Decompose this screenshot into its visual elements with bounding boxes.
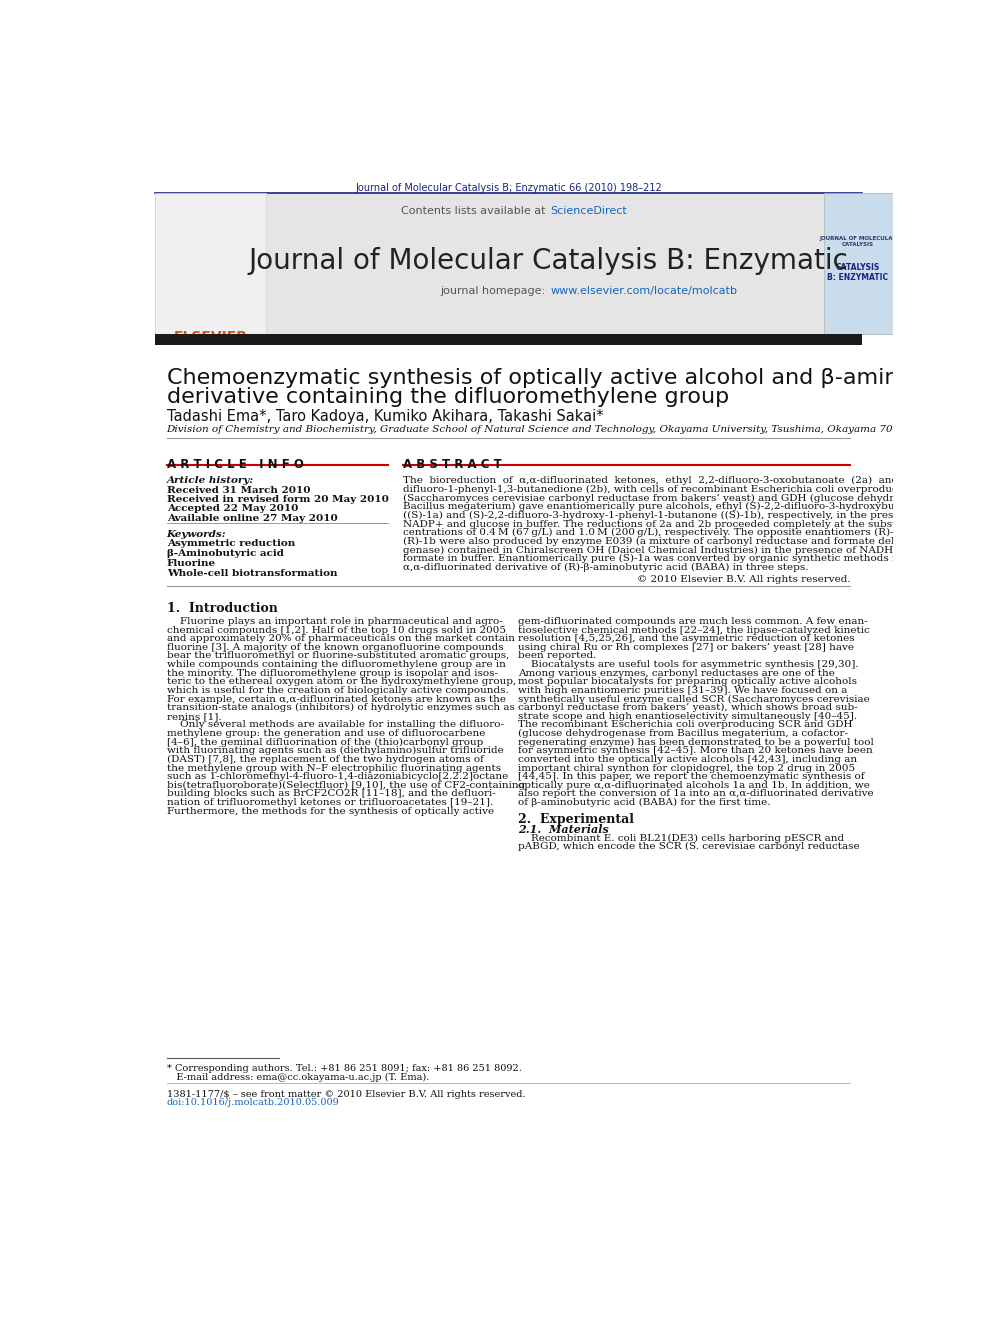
Text: NADP+ and glucose in buffer. The reductions of 2a and 2b proceeded completely at: NADP+ and glucose in buffer. The reducti… <box>403 520 943 528</box>
Text: with high enantiomeric purities [31–39]. We have focused on a: with high enantiomeric purities [31–39].… <box>518 685 847 695</box>
Text: while compounds containing the difluoromethylene group are in: while compounds containing the difluorom… <box>167 660 506 669</box>
Text: fluorine [3]. A majority of the known organofluorine compounds: fluorine [3]. A majority of the known or… <box>167 643 503 652</box>
Text: for asymmetric synthesis [42–45]. More than 20 ketones have been: for asymmetric synthesis [42–45]. More t… <box>518 746 872 755</box>
Text: synthetically useful enzyme called SCR (Saccharomyces cerevisiae: synthetically useful enzyme called SCR (… <box>518 695 869 704</box>
Text: (DAST) [7,8], the replacement of the two hydrogen atoms of: (DAST) [7,8], the replacement of the two… <box>167 755 483 763</box>
Text: resolution [4,5,25,26], and the asymmetric reduction of ketones: resolution [4,5,25,26], and the asymmetr… <box>518 634 854 643</box>
Text: regenerating enzyme) has been demonstrated to be a powerful tool: regenerating enzyme) has been demonstrat… <box>518 738 874 746</box>
Text: Accepted 22 May 2010: Accepted 22 May 2010 <box>167 504 298 513</box>
FancyBboxPatch shape <box>155 193 266 335</box>
FancyBboxPatch shape <box>155 335 862 345</box>
Text: 1.  Introduction: 1. Introduction <box>167 602 278 615</box>
Text: Fluorine: Fluorine <box>167 560 215 568</box>
Text: The recombinant Escherichia coli overproducing SCR and GDH: The recombinant Escherichia coli overpro… <box>518 721 852 729</box>
Text: renins [1].: renins [1]. <box>167 712 221 721</box>
Text: Journal of Molecular Catalysis B: Enzymatic: Journal of Molecular Catalysis B: Enzyma… <box>249 247 848 275</box>
Text: strate scope and high enantioselectivity simultaneously [40–45].: strate scope and high enantioselectivity… <box>518 712 857 721</box>
Text: optically pure α,α-difluorinated alcohols 1a and 1b. In addition, we: optically pure α,α-difluorinated alcohol… <box>518 781 870 790</box>
Text: A B S T R A C T: A B S T R A C T <box>403 458 502 471</box>
Text: teric to the ethereal oxygen atom or the hydroxymethylene group,: teric to the ethereal oxygen atom or the… <box>167 677 516 687</box>
Text: Received in revised form 20 May 2010: Received in revised form 20 May 2010 <box>167 495 389 504</box>
FancyBboxPatch shape <box>268 193 823 335</box>
Text: the methylene group with N–F electrophilic fluorinating agents: the methylene group with N–F electrophil… <box>167 763 501 773</box>
Text: ((S)-1a) and (S)-2,2-difluoro-3-hydroxy-1-phenyl-1-butanone ((S)-1b), respective: ((S)-1a) and (S)-2,2-difluoro-3-hydroxy-… <box>403 511 931 520</box>
Text: Contents lists available at: Contents lists available at <box>401 206 549 217</box>
Text: For example, certain α,α-difluorinated ketones are known as the: For example, certain α,α-difluorinated k… <box>167 695 506 704</box>
Text: also report the conversion of 1a into an α,α-difluorinated derivative: also report the conversion of 1a into an… <box>518 790 873 798</box>
Text: Only several methods are available for installing the difluoro-: Only several methods are available for i… <box>167 721 504 729</box>
Text: building blocks such as BrCF2CO2R [11–18], and the defluori-: building blocks such as BrCF2CO2R [11–18… <box>167 790 495 798</box>
Text: converted into the optically active alcohols [42,43], including an: converted into the optically active alco… <box>518 755 857 763</box>
Text: (Saccharomyces cerevisiae carbonyl reductase from bakers’ yeast) and GDH (glucos: (Saccharomyces cerevisiae carbonyl reduc… <box>403 493 965 503</box>
Text: Division of Chemistry and Biochemistry, Graduate School of Natural Science and T: Division of Chemistry and Biochemistry, … <box>167 425 966 434</box>
Text: Received 31 March 2010: Received 31 March 2010 <box>167 486 310 495</box>
Text: chemical compounds [1,2]. Half of the top 10 drugs sold in 2005: chemical compounds [1,2]. Half of the to… <box>167 626 506 635</box>
Text: Keywords:: Keywords: <box>167 531 226 538</box>
Text: formate in buffer. Enantiomerically pure (S)-1a was converted by organic synthet: formate in buffer. Enantiomerically pure… <box>403 554 929 564</box>
Text: and approximately 20% of pharmaceuticals on the market contain: and approximately 20% of pharmaceuticals… <box>167 634 515 643</box>
Text: carbonyl reductase from bakers’ yeast), which shows broad sub-: carbonyl reductase from bakers’ yeast), … <box>518 703 857 712</box>
Text: Recombinant E. coli BL21(DE3) cells harboring pESCR and: Recombinant E. coli BL21(DE3) cells harb… <box>518 833 844 843</box>
Text: Biocatalysts are useful tools for asymmetric synthesis [29,30].: Biocatalysts are useful tools for asymme… <box>518 660 858 669</box>
Text: genase) contained in Chiralscreen OH (Daicel Chemical Industries) in the presenc: genase) contained in Chiralscreen OH (Da… <box>403 545 957 554</box>
Text: The  bioreduction  of  α,α-difluorinated  ketones,  ethyl  2,2-difluoro-3-oxobut: The bioreduction of α,α-difluorinated ke… <box>403 476 925 486</box>
Text: 1381-1177/$ – see front matter © 2010 Elsevier B.V. All rights reserved.: 1381-1177/$ – see front matter © 2010 El… <box>167 1090 525 1098</box>
Text: www.elsevier.com/locate/molcatb: www.elsevier.com/locate/molcatb <box>551 286 737 296</box>
FancyBboxPatch shape <box>823 193 893 335</box>
Text: nation of trifluoromethyl ketones or trifluoroacetates [19–21].: nation of trifluoromethyl ketones or tri… <box>167 798 493 807</box>
Text: derivative containing the difluoromethylene group: derivative containing the difluoromethyl… <box>167 386 729 406</box>
Text: pABGD, which encode the SCR (S. cerevisiae carbonyl reductase: pABGD, which encode the SCR (S. cerevisi… <box>518 843 859 851</box>
Text: the minority. The difluoromethylene group is isopolar and isos-: the minority. The difluoromethylene grou… <box>167 668 498 677</box>
Text: CATALYSIS
B: ENZYMATIC: CATALYSIS B: ENZYMATIC <box>827 263 889 282</box>
Text: Furthermore, the methods for the synthesis of optically active: Furthermore, the methods for the synthes… <box>167 807 494 816</box>
Text: using chiral Ru or Rh complexes [27] or bakers’ yeast [28] have: using chiral Ru or Rh complexes [27] or … <box>518 643 854 652</box>
Text: important chiral synthon for clopidogrel, the top 2 drug in 2005: important chiral synthon for clopidogrel… <box>518 763 855 773</box>
Text: journal homepage:: journal homepage: <box>440 286 549 296</box>
Text: Asymmetric reduction: Asymmetric reduction <box>167 540 295 548</box>
Text: [4–6], the geminal difluorination of the (thio)carbonyl group: [4–6], the geminal difluorination of the… <box>167 738 483 746</box>
Text: JOURNAL OF MOLECULAR
CATALYSIS: JOURNAL OF MOLECULAR CATALYSIS <box>819 235 897 246</box>
Text: methylene group: the generation and use of difluorocarbene: methylene group: the generation and use … <box>167 729 485 738</box>
Text: Fluorine plays an important role in pharmaceutical and agro-: Fluorine plays an important role in phar… <box>167 617 502 626</box>
Text: doi:10.1016/j.molcatb.2010.05.009: doi:10.1016/j.molcatb.2010.05.009 <box>167 1098 339 1107</box>
Text: most popular biocatalysts for preparing optically active alcohols: most popular biocatalysts for preparing … <box>518 677 857 687</box>
Text: gem-difluorinated compounds are much less common. A few enan-: gem-difluorinated compounds are much les… <box>518 617 867 626</box>
Text: β-Aminobutyric acid: β-Aminobutyric acid <box>167 549 284 558</box>
Text: 2.1.  Materials: 2.1. Materials <box>518 824 608 835</box>
Text: Bacillus megaterium) gave enantiomerically pure alcohols, ethyl (S)-2,2-difluoro: Bacillus megaterium) gave enantiomerical… <box>403 503 934 511</box>
Text: bis(tetrafluoroborate)(Selectfluor) [9,10], the use of CF2-containing: bis(tetrafluoroborate)(Selectfluor) [9,1… <box>167 781 525 790</box>
Text: [44,45]. In this paper, we report the chemoenzymatic synthesis of: [44,45]. In this paper, we report the ch… <box>518 773 864 781</box>
Text: tioselective chemical methods [22–24], the lipase-catalyzed kinetic: tioselective chemical methods [22–24], t… <box>518 626 869 635</box>
Text: * Corresponding authors. Tel.: +81 86 251 8091; fax: +81 86 251 8092.: * Corresponding authors. Tel.: +81 86 25… <box>167 1064 522 1073</box>
Text: Article history:: Article history: <box>167 476 254 486</box>
Text: (R)-1b were also produced by enzyme E039 (a mixture of carbonyl reductase and fo: (R)-1b were also produced by enzyme E039… <box>403 537 925 546</box>
Text: E-mail address: ema@cc.okayama-u.ac.jp (T. Ema).: E-mail address: ema@cc.okayama-u.ac.jp (… <box>167 1073 429 1082</box>
Text: A R T I C L E   I N F O: A R T I C L E I N F O <box>167 458 304 471</box>
Text: 2.  Experimental: 2. Experimental <box>518 812 634 826</box>
Text: been reported.: been reported. <box>518 651 596 660</box>
Text: difluoro-1-phenyl-1,3-butanedione (2b), with cells of recombinant Escherichia co: difluoro-1-phenyl-1,3-butanedione (2b), … <box>403 484 940 493</box>
Text: Whole-cell biotransformation: Whole-cell biotransformation <box>167 569 337 578</box>
Text: © 2010 Elsevier B.V. All rights reserved.: © 2010 Elsevier B.V. All rights reserved… <box>637 574 850 583</box>
Text: transition-state analogs (inhibitors) of hydrolytic enzymes such as: transition-state analogs (inhibitors) of… <box>167 703 515 712</box>
Text: of β-aminobutyric acid (BABA) for the first time.: of β-aminobutyric acid (BABA) for the fi… <box>518 798 770 807</box>
Text: Tadashi Ema*, Taro Kadoya, Kumiko Akihara, Takashi Sakai*: Tadashi Ema*, Taro Kadoya, Kumiko Akihar… <box>167 409 603 423</box>
Text: ScienceDirect: ScienceDirect <box>551 206 627 217</box>
Text: bear the trifluoromethyl or fluorine-substituted aromatic groups,: bear the trifluoromethyl or fluorine-sub… <box>167 651 509 660</box>
Text: which is useful for the creation of biologically active compounds.: which is useful for the creation of biol… <box>167 685 508 695</box>
Text: α,α-difluorinated derivative of (R)-β-aminobutyric acid (BABA) in three steps.: α,α-difluorinated derivative of (R)-β-am… <box>403 564 808 572</box>
Text: Available online 27 May 2010: Available online 27 May 2010 <box>167 513 337 523</box>
Text: ELSEVIER: ELSEVIER <box>174 329 248 344</box>
Text: Chemoenzymatic synthesis of optically active alcohol and β-amino-acid: Chemoenzymatic synthesis of optically ac… <box>167 368 966 388</box>
Text: with fluorinating agents such as (diethylamino)sulfur trifluoride: with fluorinating agents such as (diethy… <box>167 746 503 755</box>
Text: centrations of 0.4 M (67 g/L) and 1.0 M (200 g/L), respectively. The opposite en: centrations of 0.4 M (67 g/L) and 1.0 M … <box>403 528 930 537</box>
Text: such as 1-chloromethyl-4-fluoro-1,4-diazoniabicyclo[2.2.2]octane: such as 1-chloromethyl-4-fluoro-1,4-diaz… <box>167 773 508 781</box>
Text: (glucose dehydrogenase from Bacillus megaterium, a cofactor-: (glucose dehydrogenase from Bacillus meg… <box>518 729 848 738</box>
Text: Among various enzymes, carbonyl reductases are one of the: Among various enzymes, carbonyl reductas… <box>518 668 834 677</box>
Text: Journal of Molecular Catalysis B; Enzymatic 66 (2010) 198–212: Journal of Molecular Catalysis B; Enzyma… <box>355 184 662 193</box>
